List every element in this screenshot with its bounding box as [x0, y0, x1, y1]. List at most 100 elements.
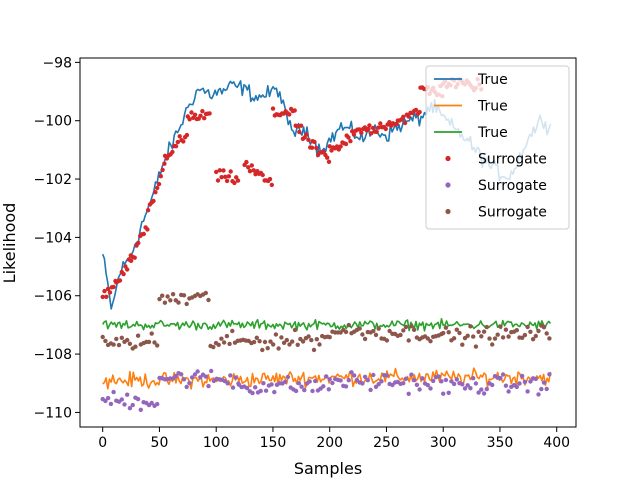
- scatter-point: [211, 344, 216, 350]
- scatter-point: [490, 382, 495, 388]
- scatter-point: [454, 327, 459, 332]
- legend-box: [425, 65, 570, 230]
- scatter-point: [114, 336, 119, 342]
- scatter-point: [326, 387, 331, 392]
- scatter-point: [446, 330, 451, 335]
- axes-frame: [79, 57, 577, 428]
- scatter-point: [506, 334, 511, 339]
- legend-label: Surrogate: [478, 152, 547, 168]
- scatter-point: [384, 338, 390, 343]
- legend: True True True Surrogate Surrogate Surrogate: [425, 65, 570, 230]
- scatter-point: [156, 181, 162, 187]
- scatter-point: [350, 129, 355, 134]
- x-tick-label: 200: [316, 435, 343, 451]
- x-tick-label: 50: [151, 435, 169, 451]
- scatter-point: [105, 395, 111, 401]
- scatter-point: [176, 300, 181, 305]
- scatter-point: [160, 167, 165, 173]
- y-tick-label: −110: [34, 405, 72, 421]
- scatter-point: [221, 340, 227, 345]
- scatter-point: [165, 294, 170, 299]
- scatter-point: [533, 333, 538, 339]
- legend-item: Surrogate: [445, 205, 547, 221]
- scatter-point: [327, 335, 332, 340]
- legend-dot-marker: [445, 208, 451, 215]
- y-axis-label: Likelihood: [0, 203, 19, 284]
- scatter-point: [244, 159, 249, 165]
- scatter-point: [299, 384, 304, 389]
- scatter-point: [267, 176, 273, 182]
- scatter-point: [247, 169, 253, 174]
- scatter-point: [162, 300, 168, 305]
- scatter-point: [145, 227, 150, 232]
- scatter-point: [471, 376, 476, 381]
- legend-label: True: [477, 125, 508, 141]
- scatter-point: [162, 161, 167, 166]
- scatter-point: [454, 377, 459, 382]
- scatter-point: [468, 386, 473, 391]
- series-line-3: [102, 318, 552, 332]
- scatter-point: [257, 339, 262, 344]
- scatter-point: [359, 130, 364, 136]
- scatter-point: [108, 401, 114, 407]
- scatter-point: [401, 381, 406, 386]
- scatter-point: [436, 374, 441, 379]
- scatter-point: [253, 385, 258, 390]
- scatter-point: [141, 231, 146, 237]
- scatter-point: [215, 178, 221, 183]
- scatter-point: [443, 325, 449, 330]
- scatter-point: [149, 331, 154, 336]
- scatter-point: [401, 328, 406, 333]
- scatter-point: [362, 374, 368, 379]
- scatter-point: [136, 240, 141, 246]
- scatter-point: [441, 330, 446, 336]
- scatter-point: [206, 297, 211, 303]
- scatter-point: [311, 347, 317, 353]
- scatter-point: [217, 168, 222, 173]
- scatter-point: [103, 338, 108, 344]
- scatter-point: [184, 132, 190, 138]
- scatter-point: [326, 159, 332, 164]
- legend-item: Surrogate: [445, 152, 547, 168]
- scatter-point: [116, 342, 122, 348]
- scatter-point: [270, 106, 276, 111]
- scatter-point: [100, 334, 105, 340]
- scatter-point: [314, 337, 319, 342]
- scatter-point: [520, 373, 525, 379]
- scatter-point: [228, 169, 233, 174]
- scatter-point: [398, 332, 403, 338]
- scatter-point: [417, 387, 422, 392]
- scatter-point: [133, 344, 138, 349]
- scatter-point: [536, 392, 541, 397]
- scatter-point: [130, 402, 135, 408]
- scatter-point: [254, 335, 259, 340]
- scatter-point: [111, 389, 116, 395]
- scatter-point: [327, 144, 332, 149]
- scatter-point: [498, 375, 503, 381]
- scatter-point: [269, 382, 274, 387]
- scatter-point: [376, 382, 381, 387]
- scatter-point: [406, 114, 411, 119]
- scatter-point: [184, 301, 189, 307]
- scatter-point: [500, 372, 506, 377]
- scatter-point: [221, 168, 226, 173]
- scatter-point: [151, 198, 156, 204]
- scatter-point: [287, 112, 292, 117]
- scatter-point: [367, 123, 372, 128]
- scatter-point: [265, 346, 270, 351]
- scatter-point: [181, 377, 187, 382]
- scatter-point: [465, 333, 470, 338]
- scatter-point: [403, 376, 409, 381]
- scatter-point: [125, 392, 130, 397]
- scatter-point: [260, 172, 265, 178]
- scatter-point: [175, 139, 180, 145]
- scatter-point: [304, 132, 309, 137]
- scatter-series-1: [100, 77, 484, 300]
- scatter-point: [227, 341, 232, 347]
- scatter-point: [279, 335, 284, 340]
- scatter-point: [314, 145, 319, 151]
- scatter-point: [441, 391, 446, 396]
- scatter-point: [500, 335, 506, 340]
- scatter-point: [287, 342, 292, 347]
- scatter-point: [251, 339, 257, 345]
